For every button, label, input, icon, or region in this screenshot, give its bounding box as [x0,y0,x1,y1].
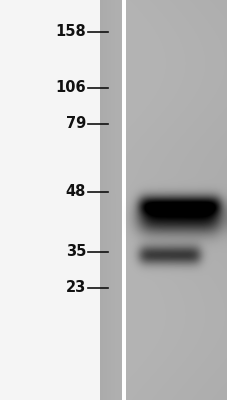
Text: 79: 79 [65,116,86,132]
Text: 48: 48 [65,184,86,200]
Text: 158: 158 [55,24,86,40]
Text: 106: 106 [55,80,86,96]
Text: 23: 23 [65,280,86,296]
Text: 35: 35 [65,244,86,260]
